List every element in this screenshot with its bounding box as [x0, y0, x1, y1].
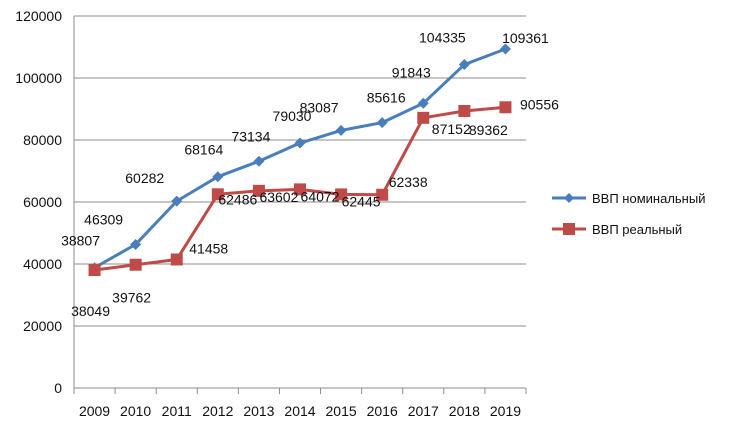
legend-marker-square [563, 223, 575, 235]
legend: ВВП номинальный ВВП реальный [552, 191, 705, 237]
series-1-point [335, 124, 347, 136]
data-label: 89362 [469, 122, 508, 138]
x-tick-label: 2015 [326, 403, 357, 419]
y-tick-label: 100000 [15, 70, 62, 86]
data-label: 38049 [71, 303, 110, 319]
data-label: 68164 [184, 142, 223, 158]
series-2-point [335, 188, 348, 201]
x-tick-label: 2018 [449, 403, 480, 419]
series-2-point [458, 104, 471, 117]
series-2-point [211, 188, 224, 201]
series-2-point [170, 253, 183, 266]
data-label: 62445 [342, 193, 381, 209]
series-1-point [376, 117, 388, 129]
data-label: 64072 [301, 188, 340, 204]
data-label: 73134 [231, 128, 270, 144]
data-label: 63602 [259, 189, 298, 205]
data-label: 46309 [84, 211, 123, 227]
series-2-point [88, 264, 101, 277]
series-2-point [252, 184, 265, 197]
x-tick-label: 2010 [120, 403, 151, 419]
data-label: 87152 [432, 121, 471, 137]
data-label: 91843 [392, 64, 431, 80]
x-tick-label: 2013 [243, 403, 274, 419]
series-2-point [376, 188, 389, 201]
axis-layer: 0 20000 40000 60000 80000 100000 120000 2009 201… [15, 8, 527, 419]
y-tick-label: 120000 [15, 8, 62, 24]
data-label: 62486 [218, 191, 257, 207]
data-label: 39762 [112, 290, 151, 306]
y-tick-label: 60000 [23, 194, 62, 210]
x-tick-label: 2017 [408, 403, 439, 419]
data-label: 62338 [389, 174, 428, 190]
x-tick-label: 2011 [162, 403, 192, 419]
x-tick-label: 2009 [79, 403, 110, 419]
series-1-point [499, 43, 511, 55]
data-label: 104335 [419, 30, 466, 46]
x-tick-label: 2014 [284, 403, 315, 419]
series-1-point [294, 137, 306, 149]
series-layer [88, 43, 512, 277]
series-2-point [129, 258, 142, 271]
series-1-point [212, 171, 224, 183]
data-label: 85616 [367, 90, 406, 106]
series-2-point [417, 111, 430, 124]
legend-marker-diamond [564, 193, 574, 203]
data-label: 38807 [61, 233, 100, 249]
x-tick-label: 2012 [202, 403, 233, 419]
data-label: 109361 [502, 30, 549, 46]
y-tick-label: 0 [54, 380, 62, 396]
legend-label: ВВП реальный [592, 222, 682, 237]
series-2-point [294, 183, 306, 196]
data-label: 90556 [520, 96, 559, 112]
data-label: 83087 [300, 99, 339, 115]
data-label: 41458 [189, 240, 228, 256]
series-1-point [171, 195, 183, 207]
y-tick-label: 80000 [23, 132, 62, 148]
series-1-point [253, 155, 265, 167]
x-tick-label: 2016 [367, 403, 398, 419]
data-label: 79030 [273, 108, 312, 124]
x-tick-label: 2019 [490, 403, 521, 419]
series-line-1 [93, 47, 506, 270]
data-label: 60282 [125, 170, 164, 186]
y-tick-label: 40000 [23, 256, 62, 272]
legend-label: ВВП номинальный [592, 191, 705, 206]
y-tick-label: 20000 [23, 318, 62, 334]
series-2-point [499, 101, 512, 114]
series-1-point [417, 97, 429, 109]
series-1-point [458, 59, 470, 71]
series-1-point [130, 238, 142, 250]
